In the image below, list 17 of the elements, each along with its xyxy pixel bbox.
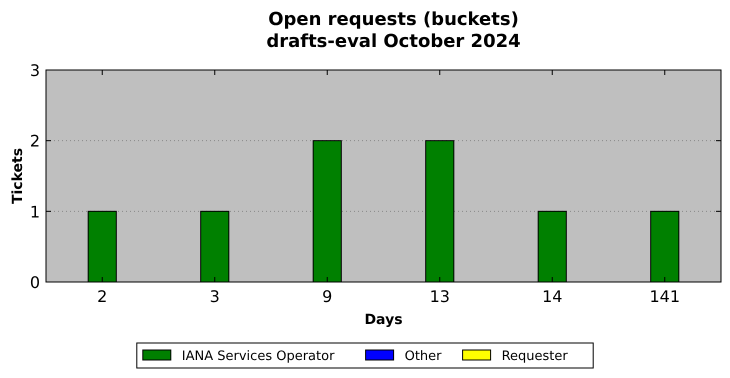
y-tick-label: 3: [30, 61, 40, 80]
x-tick-label: 2: [97, 287, 108, 306]
x-axis-title: Days: [364, 312, 403, 328]
chart-title: Open requests (buckets): [268, 9, 519, 30]
y-tick-label: 0: [30, 273, 40, 292]
x-tick-label: 14: [542, 287, 562, 306]
x-tick-label: 3: [210, 287, 220, 306]
legend-label: Other: [404, 349, 442, 364]
legend-label: IANA Services Operator: [182, 349, 336, 364]
y-tick-label: 2: [30, 132, 40, 151]
y-axis-title: Tickets: [10, 148, 26, 204]
chart-subtitle: drafts-eval October 2024: [266, 31, 521, 52]
x-tick-label: 13: [430, 287, 450, 306]
legend-label: Requester: [502, 349, 568, 364]
x-tick-label: 9: [322, 287, 332, 306]
y-tick-label: 1: [30, 202, 40, 222]
x-tick-label: 141: [649, 287, 680, 306]
